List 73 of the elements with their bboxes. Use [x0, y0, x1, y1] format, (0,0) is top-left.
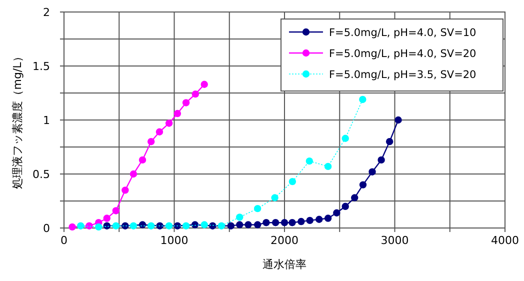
point: [254, 221, 262, 228]
point: [324, 214, 332, 222]
point: [298, 218, 305, 226]
x-tick-label: 1000: [160, 234, 188, 247]
y-tick-label: 0: [43, 222, 50, 235]
point: [174, 222, 182, 230]
x-axis-title: 通水倍率: [262, 258, 306, 271]
point: [156, 222, 164, 230]
x-tick-label: 3000: [380, 234, 409, 247]
point: [103, 222, 110, 230]
point: [306, 216, 314, 224]
point: [156, 128, 164, 136]
point: [394, 116, 402, 124]
point: [342, 202, 349, 210]
point: [122, 186, 129, 194]
point: [95, 223, 102, 231]
legend-label: F=5.0mg/L, pH=4.0, SV=10: [329, 27, 476, 39]
point: [130, 170, 138, 178]
point: [324, 162, 332, 170]
point: [148, 222, 155, 230]
point: [280, 219, 288, 226]
point: [227, 222, 235, 230]
point: [244, 221, 252, 228]
point: [271, 194, 278, 202]
point: [342, 134, 349, 142]
point: [174, 110, 182, 118]
point: [368, 168, 376, 176]
x-tick-label: 0: [60, 234, 68, 247]
point: [182, 222, 190, 230]
x-tick-label: 4000: [491, 234, 519, 247]
point: [316, 216, 323, 223]
point: [148, 138, 155, 146]
point: [288, 219, 296, 226]
point: [68, 223, 76, 231]
point: [191, 221, 199, 228]
point: [386, 138, 394, 146]
point: [138, 221, 146, 228]
point: [288, 178, 296, 186]
point: [103, 214, 110, 222]
point: [200, 221, 208, 228]
point: [236, 214, 244, 221]
point: [182, 99, 190, 106]
point: [138, 156, 146, 164]
point: [306, 157, 314, 165]
point: [165, 222, 173, 230]
point: [192, 90, 200, 98]
y-tick-label: 1.5: [32, 60, 50, 73]
point: [254, 204, 262, 212]
point: [200, 80, 208, 88]
point: [77, 222, 84, 230]
point: [272, 219, 280, 226]
point: [218, 222, 226, 230]
y-tick-label: 1: [43, 114, 50, 127]
legend-label: F=5.0mg/L, pH=4.0, SV=20: [329, 48, 476, 60]
x-tick-label: 2000: [270, 234, 298, 247]
point: [209, 222, 216, 230]
point: [359, 181, 367, 188]
y-tick-label: 0.5: [32, 168, 50, 181]
point: [112, 222, 120, 230]
point: [165, 120, 173, 127]
y-tick-label: 2: [43, 6, 50, 19]
point: [351, 194, 358, 202]
point: [130, 222, 138, 230]
point: [236, 221, 244, 228]
legend-label: F=5.0mg/L, pH=3.5, SV=20: [329, 69, 476, 81]
point: [359, 96, 366, 104]
point: [86, 222, 93, 230]
point: [333, 209, 340, 216]
point: [378, 156, 385, 164]
point: [262, 219, 270, 226]
point: [112, 207, 120, 214]
point: [122, 222, 129, 230]
y-axis-title: 処理液フッ素濃度（mg/L）: [11, 51, 24, 189]
